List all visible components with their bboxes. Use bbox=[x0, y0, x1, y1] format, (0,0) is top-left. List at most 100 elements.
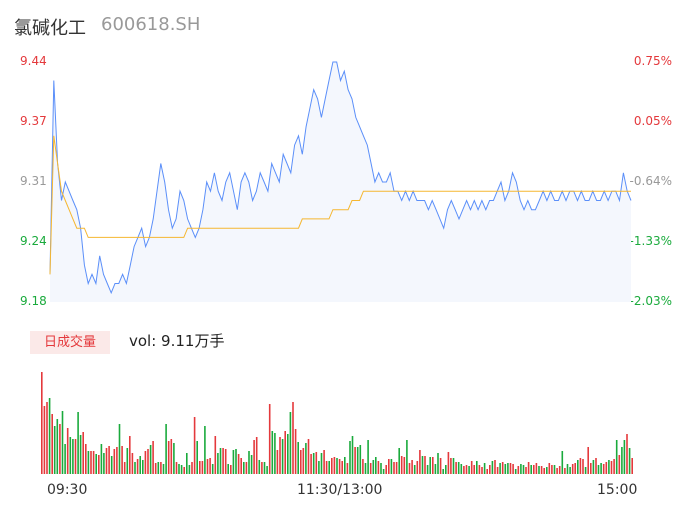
volume-bar bbox=[193, 417, 196, 474]
volume-bar bbox=[139, 456, 141, 474]
volume-bar bbox=[535, 463, 538, 474]
volume-bar bbox=[499, 463, 501, 474]
stock-code: 600618.SH bbox=[101, 14, 201, 35]
volume-bar bbox=[512, 464, 514, 474]
x-tick-open: 09:30 bbox=[47, 482, 88, 498]
volume-bar bbox=[380, 463, 382, 474]
volume-bar bbox=[610, 461, 613, 474]
volume-bar bbox=[243, 462, 245, 474]
volume-bar bbox=[48, 398, 51, 474]
volume-bar bbox=[390, 459, 393, 474]
volume-bar bbox=[442, 469, 444, 474]
volume-bar bbox=[623, 440, 626, 474]
volume-bar bbox=[439, 458, 442, 474]
volume-bar bbox=[305, 443, 307, 474]
volume-bar bbox=[222, 448, 224, 474]
volume-bar bbox=[548, 463, 551, 474]
volume-plot bbox=[41, 372, 633, 474]
volume-bar bbox=[276, 450, 279, 474]
volume-bar bbox=[66, 428, 69, 474]
volume-bar bbox=[597, 465, 600, 474]
volume-bar bbox=[116, 447, 118, 474]
volume-bar bbox=[582, 459, 584, 474]
volume-bar bbox=[53, 426, 56, 474]
volume-bar bbox=[504, 464, 507, 474]
volume-bar bbox=[626, 434, 628, 474]
volume-bar bbox=[294, 429, 297, 474]
volume-bar bbox=[434, 464, 437, 474]
volume-bar bbox=[237, 454, 240, 474]
volume-bar bbox=[325, 461, 328, 474]
volume-bar bbox=[157, 462, 160, 474]
volume-bar bbox=[152, 441, 154, 474]
volume-bar bbox=[393, 462, 395, 474]
volume-bar bbox=[489, 465, 491, 474]
volume-bar bbox=[556, 468, 558, 474]
volume-bar bbox=[129, 436, 131, 474]
volume-bar bbox=[424, 456, 426, 474]
volume-bar bbox=[486, 469, 488, 474]
volume-bar bbox=[56, 419, 59, 474]
volume-bar bbox=[268, 404, 271, 474]
volume-bar bbox=[351, 436, 354, 474]
volume-bar bbox=[245, 462, 248, 474]
volume-bar bbox=[323, 450, 325, 474]
volume-bar bbox=[437, 453, 439, 474]
volume-bar bbox=[618, 455, 621, 474]
volume-bar bbox=[165, 424, 167, 474]
volume-bar bbox=[569, 467, 571, 474]
volume-bar bbox=[297, 442, 299, 474]
volume-bar bbox=[315, 452, 318, 474]
volume-bar bbox=[426, 465, 429, 474]
volume-bar bbox=[473, 465, 475, 474]
volume-bar bbox=[452, 458, 455, 474]
volume-bar bbox=[331, 458, 333, 474]
volume-bar bbox=[209, 458, 211, 474]
volume-bar bbox=[144, 451, 147, 474]
volume-bar bbox=[51, 414, 53, 474]
volume-bar bbox=[346, 463, 349, 474]
volume-bar bbox=[354, 447, 356, 474]
volume-bar bbox=[123, 462, 126, 474]
volume-bar bbox=[338, 459, 341, 474]
price-tick-0: 9.44 bbox=[20, 54, 47, 68]
volume-bar bbox=[41, 372, 43, 474]
volume-bar bbox=[240, 458, 242, 474]
volume-bar bbox=[121, 446, 123, 474]
price-tick-2: 9.31 bbox=[20, 174, 47, 188]
volume-bar bbox=[349, 441, 351, 474]
price-tick-1: 9.37 bbox=[20, 114, 47, 128]
volume-bar bbox=[196, 441, 198, 474]
volume-bar bbox=[201, 461, 204, 474]
volume-bar bbox=[447, 452, 450, 474]
volume-bar bbox=[375, 457, 377, 474]
volume-bar bbox=[134, 462, 136, 474]
pct-tick-4: -2.03% bbox=[629, 294, 672, 308]
volume-bar bbox=[110, 456, 113, 474]
volume-bar bbox=[595, 458, 597, 474]
volume-bar bbox=[408, 463, 411, 474]
volume-bar bbox=[126, 448, 129, 474]
volume-bar bbox=[281, 439, 284, 474]
volume-bar bbox=[551, 465, 553, 474]
volume-tab[interactable]: 日成交量 bbox=[30, 331, 110, 354]
volume-bar bbox=[219, 448, 222, 474]
volume-bar bbox=[600, 463, 602, 474]
volume-bar bbox=[615, 440, 618, 474]
volume-bar bbox=[180, 465, 183, 474]
volume-bar bbox=[167, 441, 170, 474]
volume-bar bbox=[517, 466, 520, 474]
volume-bar bbox=[147, 449, 149, 474]
volume-bar bbox=[403, 457, 406, 474]
volume-bar bbox=[470, 461, 473, 474]
volume-bar bbox=[235, 449, 237, 474]
volume-bar bbox=[406, 440, 408, 474]
volume-bar bbox=[173, 443, 175, 474]
volume-bar bbox=[95, 454, 97, 474]
volume-bar bbox=[463, 466, 465, 474]
pct-tick-1: 0.05% bbox=[633, 114, 672, 128]
volume-bar bbox=[465, 465, 468, 474]
volume-bar bbox=[258, 460, 261, 474]
volume-bar bbox=[359, 445, 362, 474]
volume-bar bbox=[191, 462, 193, 474]
